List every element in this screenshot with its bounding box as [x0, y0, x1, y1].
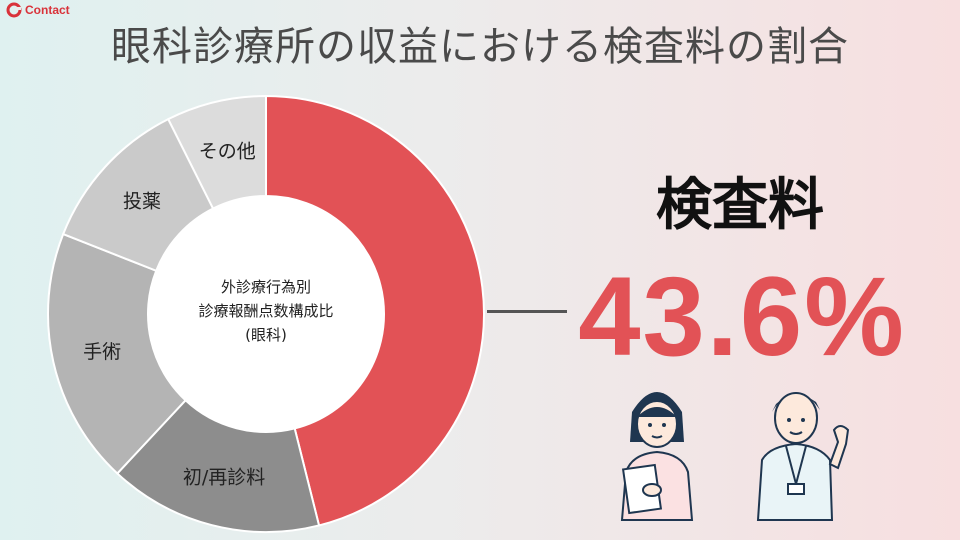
center-label-line-2: (眼科) — [245, 326, 287, 344]
highlight-category: 検査料 — [656, 173, 824, 238]
slice-label-3: 投薬 — [123, 191, 161, 213]
slice-label-4: その他 — [199, 141, 256, 163]
center-label-line-1: 診療報酬点数構成比 — [198, 302, 333, 320]
logo-text: Contact — [25, 3, 70, 17]
nurse-woman-illustration — [620, 392, 694, 521]
page-title: 眼科診療所の収益における検査料の割合 — [111, 24, 849, 70]
slice-label-2: 手術 — [83, 341, 121, 363]
slice-label-1: 初/再診料 — [183, 467, 265, 489]
donut-hole — [148, 196, 384, 432]
donut-slice-0 — [265, 94, 485, 527]
nurse-man-illustration — [756, 392, 850, 521]
highlight-percentage: 43.6% — [578, 254, 906, 379]
connector-line — [487, 310, 567, 313]
center-label-line-0: 外診療行為別 — [221, 278, 311, 296]
brand-logo: Contact — [6, 2, 70, 18]
contact-logo-icon — [6, 2, 22, 18]
